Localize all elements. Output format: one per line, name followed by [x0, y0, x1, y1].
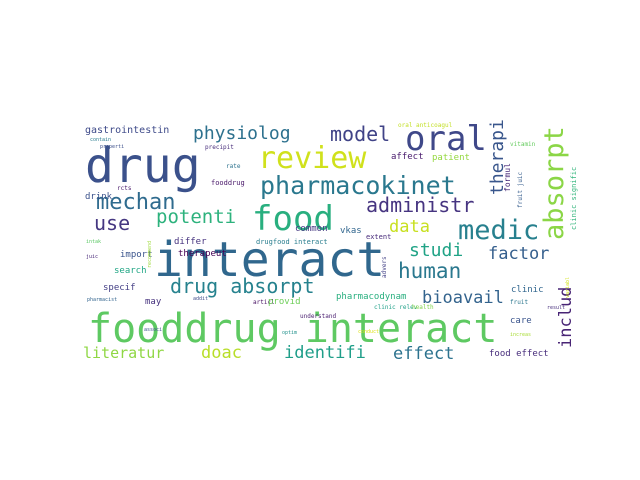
word: recommend	[147, 241, 153, 268]
word: search	[114, 266, 147, 276]
word: extent	[366, 233, 391, 241]
word: gastrointestin	[85, 125, 169, 136]
word: oral	[405, 119, 487, 159]
word: articl	[253, 299, 275, 306]
word: clinic relev	[374, 304, 418, 311]
word: increas	[510, 332, 531, 338]
word: formul	[503, 163, 512, 192]
word: vitamin	[510, 141, 536, 148]
word: data	[389, 217, 430, 237]
word: associ	[144, 327, 162, 333]
word: food effect	[489, 349, 549, 359]
word: rcts	[117, 185, 132, 192]
word: pharmacokinet	[260, 171, 456, 200]
word: interact	[154, 232, 385, 288]
word: bioavail	[422, 288, 504, 308]
word: precipit	[205, 144, 234, 151]
word: literatur	[83, 344, 164, 362]
word: addit	[193, 296, 208, 302]
word: advers	[381, 256, 388, 278]
word: properti	[100, 144, 124, 150]
word: optim	[282, 330, 297, 336]
word: may	[145, 297, 162, 307]
word: therapeut	[178, 249, 227, 259]
word: fruit	[510, 299, 528, 306]
word: review	[258, 141, 367, 176]
word: fooddrug	[211, 179, 245, 187]
word: use	[94, 211, 130, 235]
word: fruit juic	[517, 171, 524, 208]
word: specif	[103, 283, 136, 293]
word: juic	[86, 254, 98, 260]
word: clinic	[511, 285, 544, 295]
word: medic	[458, 215, 539, 246]
word: variabl	[565, 277, 571, 298]
word: fooddrug interact	[88, 306, 497, 352]
word: drug absorpt	[170, 274, 315, 298]
word: doac	[201, 343, 242, 363]
word: conduct	[358, 329, 379, 335]
word: understand	[300, 313, 337, 320]
word: provid	[268, 297, 301, 307]
word: oral anticoagul	[398, 122, 453, 129]
word: mechan	[96, 190, 175, 215]
word: import	[120, 250, 153, 260]
word: drink	[85, 192, 113, 202]
word: absorpt	[539, 126, 570, 240]
word: physiolog	[193, 123, 291, 144]
word: differ	[174, 237, 207, 247]
word: pharmacist	[87, 297, 117, 303]
word: pharmacodynam	[336, 292, 406, 302]
word: common	[295, 224, 328, 234]
word: contain	[90, 137, 111, 143]
word: patient	[432, 153, 470, 163]
word: care	[510, 316, 532, 326]
word: drug	[85, 138, 201, 194]
word: effect	[393, 344, 454, 364]
word: administr	[366, 193, 474, 217]
word: health	[412, 304, 434, 311]
word: factor	[488, 244, 549, 264]
word: identifi	[284, 343, 366, 363]
word: vkas	[340, 226, 362, 236]
word: human	[398, 259, 461, 283]
word: therapi	[487, 119, 508, 195]
word: studi	[409, 240, 463, 261]
word: clinic signific	[570, 167, 578, 230]
word: rate	[226, 163, 241, 170]
word: result	[547, 305, 565, 311]
word: drugfood interact	[256, 238, 328, 246]
word: affect	[391, 152, 424, 162]
word: includ	[556, 287, 576, 348]
word: intak	[86, 239, 101, 245]
word: potenti	[156, 206, 236, 228]
word: food	[252, 199, 334, 239]
word: model	[330, 122, 390, 146]
